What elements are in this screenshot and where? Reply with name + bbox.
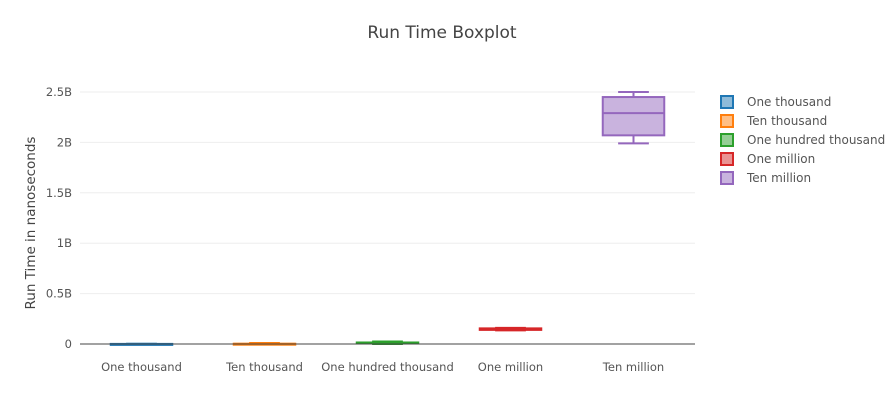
y-tick-label: 0 [65,337,72,351]
legend-item[interactable]: One hundred thousand [720,133,885,147]
y-tick-label: 2.5B [46,85,72,99]
legend-label: One thousand [747,95,831,109]
legend-item[interactable]: Ten million [720,171,811,185]
chart-title: Run Time Boxplot [367,23,517,43]
y-tick-label: 0.5B [46,287,72,301]
x-tick-label: Ten million [602,360,664,374]
box-4[interactable] [478,326,543,332]
legend-label: One hundred thousand [747,133,885,147]
legend-swatch [720,95,734,109]
legend-label: Ten million [746,171,811,185]
x-tick-label: Ten thousand [225,360,303,374]
y-tick-label: 1.5B [46,186,72,200]
legend-swatch [720,171,734,185]
grid [80,91,695,295]
legend-item[interactable]: One million [720,152,815,166]
legend-item[interactable]: One thousand [720,95,831,109]
box-body [601,96,666,137]
legend-swatch [720,133,734,147]
legend-swatch [720,152,734,166]
x-tick-label: One thousand [101,360,182,374]
y-tick-label: 2B [57,135,72,149]
x-tick-label: One hundred thousand [321,360,454,374]
box-5[interactable] [601,91,666,145]
y-axis-title: Run Time in nanoseconds [23,137,39,310]
legend: One thousand Ten thousand One hundred thou… [720,95,885,185]
legend-swatch [720,114,734,128]
axes: 0 0.5B 1B 1.5B 2B 2.5B One thousand Ten thousan… [46,85,695,374]
legend-label: One million [747,152,815,166]
boxes [109,91,666,346]
legend-label: Ten thousand [746,114,827,128]
legend-item[interactable]: Ten thousand [720,114,827,128]
x-tick-label: One million [478,360,543,374]
y-tick-label: 1B [57,236,72,250]
